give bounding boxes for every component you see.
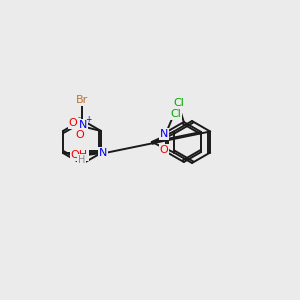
- Text: -: -: [78, 113, 81, 122]
- Text: Cl: Cl: [173, 98, 184, 108]
- Text: N: N: [160, 129, 168, 139]
- Text: Cl: Cl: [170, 109, 181, 119]
- Text: N: N: [79, 120, 87, 130]
- Text: Br: Br: [76, 95, 88, 105]
- Text: O: O: [69, 118, 77, 128]
- Text: N: N: [99, 148, 107, 158]
- Text: OH: OH: [70, 150, 88, 160]
- Text: O: O: [159, 145, 168, 155]
- Text: O: O: [76, 130, 84, 140]
- Text: H: H: [78, 155, 85, 165]
- Text: +: +: [85, 116, 91, 124]
